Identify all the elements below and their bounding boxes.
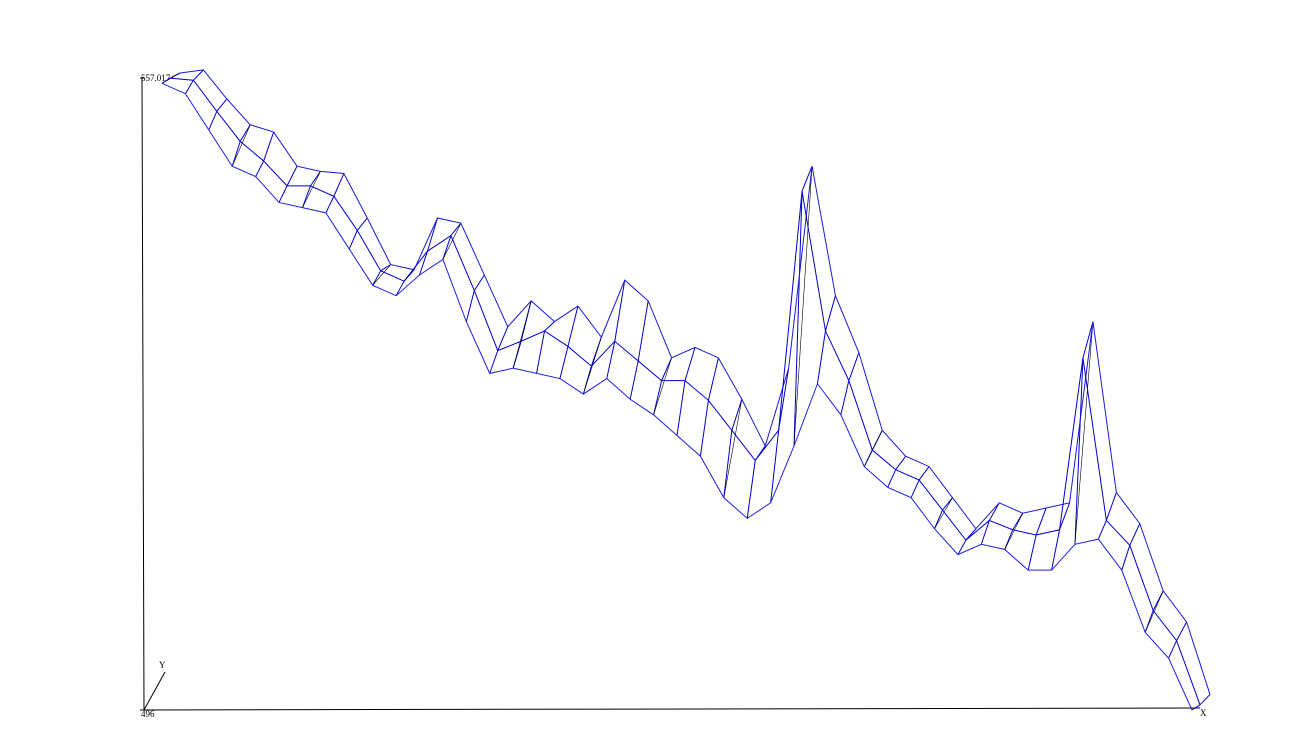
mesh-link [629, 360, 639, 400]
mesh-link [1035, 507, 1047, 536]
mesh-link [676, 380, 686, 436]
mesh-row [161, 82, 1193, 711]
mesh-link [333, 173, 345, 197]
mesh-diagonal [723, 399, 743, 498]
mesh-link [699, 400, 709, 457]
mesh-link [918, 466, 930, 481]
mesh-diagonal [1074, 321, 1094, 545]
mesh-link [263, 131, 275, 162]
mesh-diagonal [1004, 513, 1023, 550]
mesh-link [301, 185, 311, 208]
mesh-link [442, 235, 452, 260]
mesh-diagonal [864, 430, 883, 467]
mesh-link [184, 79, 194, 94]
mesh-link [536, 330, 546, 374]
mesh-link [887, 469, 897, 488]
mesh-link [1082, 321, 1094, 358]
mesh-link [1059, 502, 1071, 530]
mesh-link [746, 460, 756, 519]
mesh-link [450, 222, 462, 236]
mesh-link [544, 321, 555, 332]
mesh-link [980, 520, 990, 545]
mesh-link [848, 352, 860, 381]
mesh-diagonal [302, 171, 321, 208]
mesh-link [1105, 492, 1117, 521]
mesh-link [934, 509, 943, 529]
mesh-diagonal [793, 166, 813, 446]
mesh-link [637, 300, 649, 362]
mesh-link [489, 350, 499, 374]
mesh-row [179, 69, 1211, 695]
depth-axis-label: Y [159, 660, 166, 670]
mesh-link [1121, 545, 1131, 571]
mesh-link [231, 141, 241, 167]
mesh-row [169, 77, 1201, 705]
mesh-link [427, 217, 438, 252]
mesh-link [723, 430, 733, 498]
mesh-link [614, 280, 626, 342]
mesh-link [770, 430, 780, 503]
mesh-diagonal [442, 223, 462, 260]
mesh-link [840, 380, 850, 415]
mesh-link [465, 290, 475, 322]
mesh-link [380, 264, 391, 272]
mesh-diagonal [372, 264, 391, 286]
mesh-link [310, 171, 321, 187]
y-tick-label: 496 [141, 709, 155, 719]
mesh-link [653, 380, 663, 415]
mesh-link [255, 160, 265, 177]
mesh-link [1051, 529, 1061, 571]
mesh-link [567, 305, 579, 347]
mesh-link [1129, 523, 1141, 546]
mesh-link [1191, 704, 1201, 711]
mesh-link [193, 69, 204, 81]
x-axis-label: X [1200, 708, 1207, 718]
mesh-link [395, 280, 405, 296]
mesh-link [793, 191, 803, 446]
mesh-diagonal [231, 124, 251, 167]
mesh-link [559, 346, 569, 379]
mesh-link [208, 111, 218, 131]
mesh-link [816, 330, 826, 384]
mesh-link [942, 497, 953, 511]
x-axis [143, 707, 1201, 711]
mesh-link [957, 539, 967, 555]
mesh-link [497, 326, 509, 351]
mesh-link [286, 165, 298, 187]
mesh-link [606, 341, 616, 379]
mesh-link [801, 166, 813, 192]
depth-axis [143, 671, 166, 711]
mesh-link [419, 250, 428, 276]
mesh-link [473, 274, 485, 291]
mesh-link [1176, 621, 1188, 641]
mesh-link [684, 347, 696, 381]
mesh-link [1027, 534, 1037, 571]
mesh-link [239, 124, 251, 142]
mesh-link [707, 357, 719, 401]
mesh-link [1168, 640, 1178, 659]
mesh-link [1074, 357, 1084, 545]
mesh-link [895, 455, 907, 470]
mesh-link [731, 399, 743, 431]
mesh-link [1199, 694, 1211, 706]
mesh-link [216, 98, 228, 112]
mesh-link [824, 295, 836, 332]
mesh-link [988, 502, 1000, 521]
y-tick-label: 557.017 [141, 73, 171, 83]
mesh-link [325, 196, 335, 214]
mesh-diagonal [512, 300, 532, 369]
mesh-link [278, 185, 288, 203]
mesh-link [778, 368, 790, 431]
mesh-link [910, 479, 920, 498]
mesh-link [372, 270, 382, 286]
mesh-link [348, 230, 358, 250]
mesh-link [1097, 520, 1107, 540]
mesh-link [356, 217, 368, 231]
mesh-diagonal [934, 497, 953, 529]
mesh-diagonal [653, 357, 672, 415]
y-axis [141, 77, 145, 711]
mesh-link [661, 357, 673, 381]
